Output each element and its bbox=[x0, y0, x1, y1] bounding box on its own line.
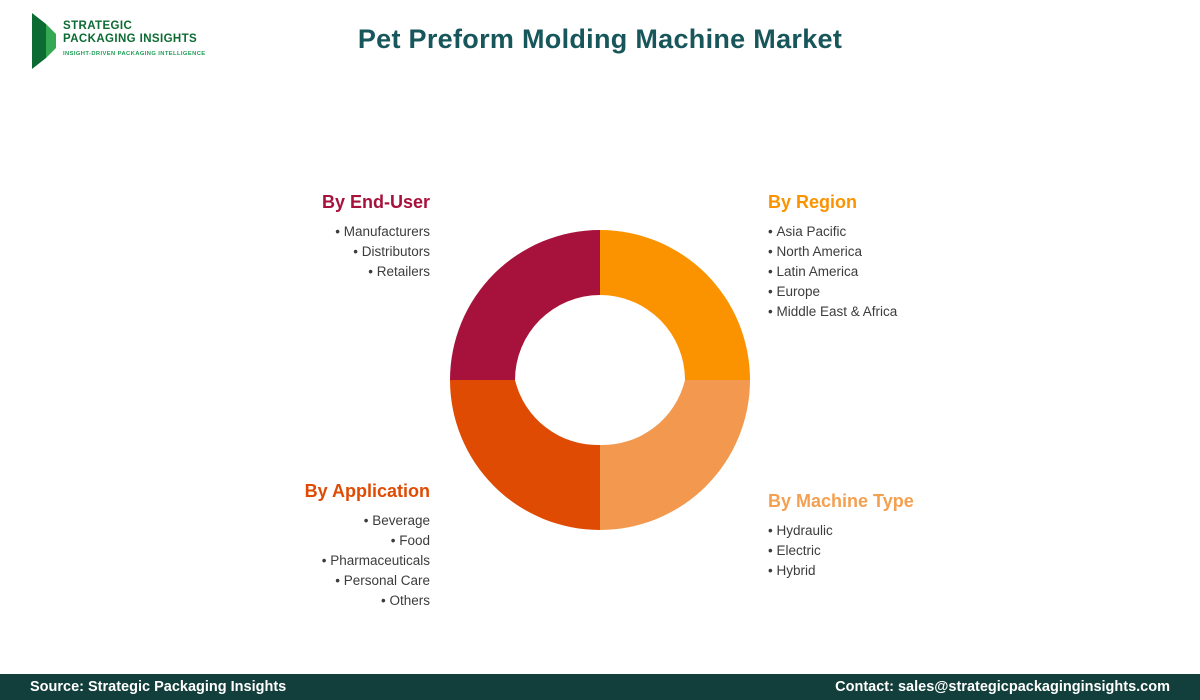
list-item: Electric bbox=[768, 541, 914, 561]
logo-text: STRATEGIC PACKAGING INSIGHTS INSIGHT-DRI… bbox=[63, 12, 206, 57]
list-item: Distributors bbox=[150, 242, 430, 262]
list-item: North America bbox=[768, 242, 897, 262]
list-item: Beverage bbox=[150, 511, 430, 531]
donut-segment-application bbox=[450, 380, 600, 530]
list-item: Middle East & Africa bbox=[768, 302, 897, 322]
category-region: By Region Asia Pacific North America Lat… bbox=[768, 192, 897, 322]
category-heading-region: By Region bbox=[768, 192, 858, 212]
logo-name-line1: STRATEGIC bbox=[63, 20, 133, 32]
category-machine-type: By Machine Type Hydraulic Electric Hybri… bbox=[768, 491, 914, 581]
category-heading-machine-type: By Machine Type bbox=[768, 491, 914, 511]
category-end-user: By End-User Manufacturers Distributors R… bbox=[150, 192, 430, 282]
footer-source: Source: Strategic Packaging Insights bbox=[30, 679, 287, 695]
list-item: Asia Pacific bbox=[768, 222, 897, 242]
page-title: Pet Preform Molding Machine Market bbox=[357, 24, 843, 54]
footer-contact: Contact: sales@strategicpackaginginsight… bbox=[835, 679, 1170, 695]
category-application: By Application Beverage Food Pharmaceuti… bbox=[150, 481, 430, 611]
list-item: Latin America bbox=[768, 262, 897, 282]
logo-name-line2: PACKAGING INSIGHTS bbox=[63, 33, 198, 45]
region-list: Asia Pacific North America Latin America… bbox=[768, 222, 897, 322]
category-heading-end-user: By End-User bbox=[321, 192, 430, 212]
list-item: Hybrid bbox=[768, 561, 914, 581]
list-item: Food bbox=[150, 531, 430, 551]
category-heading-application: By Application bbox=[304, 481, 430, 501]
list-item: Pharmaceuticals bbox=[150, 551, 430, 571]
list-item: Europe bbox=[768, 282, 897, 302]
logo-tagline: INSIGHT-DRIVEN PACKAGING INTELLIGENCE bbox=[63, 51, 206, 57]
list-item: Retailers bbox=[150, 262, 430, 282]
donut-segment-region bbox=[600, 230, 750, 380]
donut-segment-machine-type bbox=[600, 380, 750, 530]
list-item: Hydraulic bbox=[768, 521, 914, 541]
logo-arrow-icon bbox=[32, 13, 56, 69]
machine-type-list: Hydraulic Electric Hybrid bbox=[768, 521, 914, 581]
list-item: Manufacturers bbox=[150, 222, 430, 242]
list-item: Others bbox=[150, 591, 430, 611]
donut-segment-end-user bbox=[450, 230, 600, 380]
list-item: Personal Care bbox=[150, 571, 430, 591]
application-list: Beverage Food Pharmaceuticals Personal C… bbox=[150, 511, 430, 611]
end-user-list: Manufacturers Distributors Retailers bbox=[150, 222, 430, 282]
brand-logo: STRATEGIC PACKAGING INSIGHTS INSIGHT-DRI… bbox=[30, 12, 206, 70]
footer-bar: Source: Strategic Packaging Insights Con… bbox=[0, 674, 1200, 700]
donut-chart bbox=[450, 230, 750, 530]
